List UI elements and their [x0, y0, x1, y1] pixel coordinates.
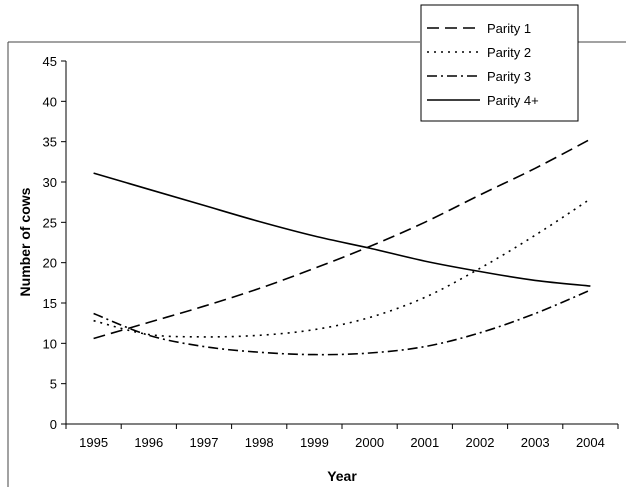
x-tick-label: 2004 [576, 435, 605, 450]
x-axis-title: Year [327, 468, 357, 484]
x-tick-label: 1995 [79, 435, 108, 450]
y-tick-label: 40 [43, 94, 57, 109]
x-tick-label: 1999 [300, 435, 329, 450]
series-line-1 [93, 138, 591, 340]
x-tick-label: 2001 [410, 435, 439, 450]
x-tick-label: 1997 [190, 435, 219, 450]
legend-label: Parity 2 [487, 45, 531, 60]
x-tick-label: 2003 [521, 435, 550, 450]
y-tick-label: 10 [43, 336, 57, 351]
x-tick-label: 1998 [245, 435, 274, 450]
y-tick-label: 35 [43, 135, 57, 150]
series-line-2 [93, 198, 591, 338]
y-tick-label: 5 [50, 377, 57, 392]
series-line-3 [93, 289, 591, 356]
y-tick-label: 30 [43, 175, 57, 190]
y-tick-label: 45 [43, 54, 57, 69]
y-tick-label: 0 [50, 417, 57, 432]
legend-label: Parity 1 [487, 21, 531, 36]
y-axis-title: Number of cows [17, 187, 33, 296]
y-tick-label: 20 [43, 256, 57, 271]
y-tick-label: 15 [43, 296, 57, 311]
legend-label: Parity 4+ [487, 93, 539, 108]
x-tick-label: 1996 [134, 435, 163, 450]
x-axis-ticks: 1995 1996 1997 1998 1999 2000 2001 2002 2003 2004 [65, 424, 619, 450]
y-axis-ticks: 0 5 10 15 20 25 30 35 40 45 [43, 54, 66, 432]
plot-area: 0 5 10 15 20 25 30 35 40 45 1995 1996 1997 1998 1999 2… [43, 54, 619, 450]
x-tick-label: 2000 [355, 435, 384, 450]
y-tick-label: 25 [43, 215, 57, 230]
legend-box [420, 4, 579, 122]
series-lines [93, 138, 591, 356]
legend: Parity 1 Parity 2 Parity 3 Parity 4+ [420, 4, 579, 122]
x-tick-label: 2002 [466, 435, 495, 450]
series-line-4 [93, 172, 591, 287]
legend-label: Parity 3 [487, 69, 531, 84]
